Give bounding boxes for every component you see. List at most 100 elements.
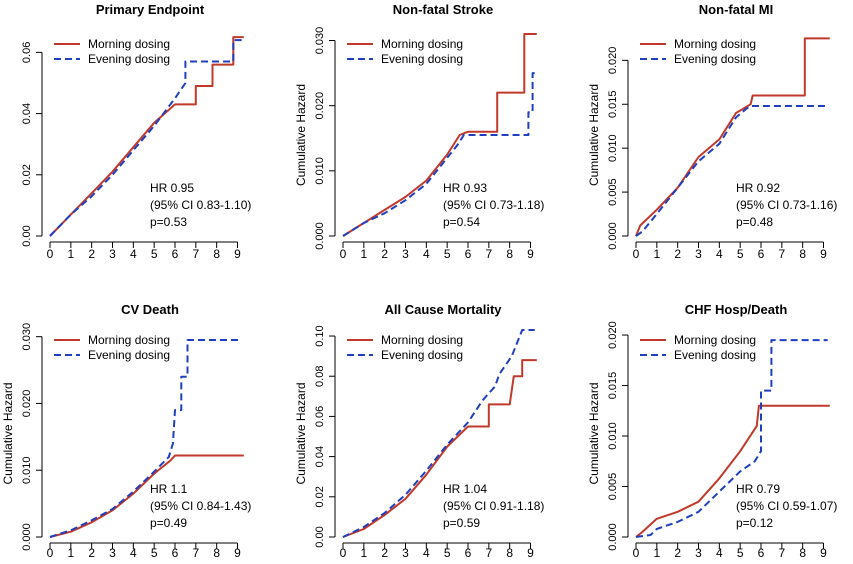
legend-label: Evening dosing xyxy=(674,52,756,66)
chart-title: Non-fatal MI xyxy=(699,2,773,17)
y-tick-label: 0.015 xyxy=(607,90,619,118)
y-tick-label: 0.010 xyxy=(607,134,619,162)
x-tick-label: 6 xyxy=(465,247,472,261)
x-tick-label: 4 xyxy=(130,546,137,560)
y-tick-label: 0.06 xyxy=(21,42,33,63)
y-tick-label: 0.02 xyxy=(21,164,33,185)
chart-title: Non-fatal Stroke xyxy=(393,2,493,17)
x-tick-label: 9 xyxy=(234,546,241,560)
y-tick-label: 0.020 xyxy=(314,92,326,120)
x-tick-label: 8 xyxy=(506,247,513,261)
series-line-evening xyxy=(635,339,828,538)
x-tick-label: 4 xyxy=(130,247,137,261)
y-tick-label: 0.000 xyxy=(607,523,619,551)
legend-label: Morning dosing xyxy=(88,37,170,51)
x-tick-label: 8 xyxy=(506,546,513,560)
series-line-morning xyxy=(342,33,537,237)
x-tick-label: 4 xyxy=(716,247,723,261)
legend-label: Morning dosing xyxy=(88,333,170,347)
stat-annotation: (95% CI 0.83-1.10) xyxy=(150,198,251,212)
x-tick-label: 6 xyxy=(465,546,472,560)
series-line-evening xyxy=(635,105,828,237)
stat-annotation: p=0.48 xyxy=(736,215,773,229)
chart-panel: CV Death 0.000 0.010 0.020 0.030 Cumulative H… xyxy=(1,302,251,560)
stat-annotation: HR 1.04 xyxy=(443,482,487,496)
y-tick-label: 0.020 xyxy=(607,321,619,349)
legend-label: Morning dosing xyxy=(381,37,463,51)
series-line-evening xyxy=(342,72,535,237)
x-tick-label: 7 xyxy=(192,247,199,261)
x-tick-label: 2 xyxy=(674,247,681,261)
y-tick-label: 0.04 xyxy=(21,103,33,124)
x-tick-label: 1 xyxy=(653,247,660,261)
chart-title: CHF Hosp/Death xyxy=(685,302,788,317)
x-tick-label: 5 xyxy=(737,247,744,261)
x-tick-label: 0 xyxy=(633,247,640,261)
series-line-evening xyxy=(49,39,242,237)
y-tick-label: 0.030 xyxy=(21,323,33,351)
y-tick-label: 0.10 xyxy=(314,325,326,346)
x-tick-label: 0 xyxy=(47,546,54,560)
x-tick-label: 3 xyxy=(695,546,702,560)
x-tick-label: 6 xyxy=(758,546,765,560)
y-tick-label: 0.030 xyxy=(314,27,326,55)
stat-annotation: HR 0.79 xyxy=(736,482,780,496)
x-tick-label: 7 xyxy=(485,546,492,560)
x-tick-label: 0 xyxy=(633,546,640,560)
x-tick-label: 1 xyxy=(360,247,367,261)
y-tick-label: 0.005 xyxy=(607,473,619,501)
y-tick-label: 0.000 xyxy=(314,222,326,250)
x-tick-label: 5 xyxy=(444,546,451,560)
chart-panel: All Cause Mortality 0.00 0.02 0.04 0.06 0.08 0… xyxy=(294,302,544,560)
chart-title: All Cause Mortality xyxy=(384,302,502,317)
y-tick-label: 0.020 xyxy=(21,390,33,418)
y-tick-label: 0.04 xyxy=(314,446,326,467)
x-tick-label: 4 xyxy=(423,546,430,560)
y-tick-label: 0.000 xyxy=(21,523,33,551)
y-tick-label: 0.02 xyxy=(314,486,326,507)
y-tick-label: 0.000 xyxy=(607,222,619,250)
x-tick-label: 5 xyxy=(151,546,158,560)
x-tick-label: 2 xyxy=(88,546,95,560)
x-tick-label: 8 xyxy=(799,546,806,560)
x-tick-label: 4 xyxy=(716,546,723,560)
stat-annotation: HR 1.1 xyxy=(150,482,188,496)
x-tick-label: 0 xyxy=(340,247,347,261)
legend-label: Morning dosing xyxy=(674,333,756,347)
y-tick-label: 0.00 xyxy=(21,225,33,246)
stat-annotation: (95% CI 0.73-1.18) xyxy=(443,198,544,212)
x-tick-label: 7 xyxy=(192,546,199,560)
x-tick-label: 4 xyxy=(423,247,430,261)
x-tick-label: 2 xyxy=(381,247,388,261)
x-tick-label: 0 xyxy=(47,247,54,261)
series-line-morning xyxy=(49,454,244,538)
x-tick-label: 3 xyxy=(402,247,409,261)
chart-title: Primary Endpoint xyxy=(96,2,205,17)
y-tick-label: 0.010 xyxy=(607,422,619,450)
x-tick-label: 9 xyxy=(234,247,241,261)
x-tick-label: 7 xyxy=(485,247,492,261)
series-line-evening xyxy=(49,339,242,538)
y-axis-label: Cumulative Hazard xyxy=(587,382,601,484)
x-tick-label: 8 xyxy=(213,546,220,560)
stat-annotation: (95% CI 0.59-1.07) xyxy=(736,499,837,513)
series-line-morning xyxy=(635,37,830,237)
x-tick-label: 9 xyxy=(820,546,827,560)
stat-annotation: (95% CI 0.91-1.18) xyxy=(443,499,544,513)
y-tick-label: 0.005 xyxy=(607,178,619,206)
x-tick-label: 0 xyxy=(340,546,347,560)
y-tick-label: 0.06 xyxy=(314,406,326,427)
x-tick-label: 1 xyxy=(360,546,367,560)
chart-panel: CHF Hosp/Death 0.000 0.005 0.010 0.015 0.020 C… xyxy=(587,302,837,560)
stat-annotation: p=0.53 xyxy=(150,215,187,229)
stat-annotation: p=0.59 xyxy=(443,516,480,530)
x-tick-label: 6 xyxy=(758,247,765,261)
legend-label: Evening dosing xyxy=(88,348,170,362)
x-tick-label: 3 xyxy=(109,247,116,261)
legend-label: Evening dosing xyxy=(381,52,463,66)
y-axis-label: Cumulative Hazard xyxy=(1,382,15,484)
x-tick-label: 6 xyxy=(172,247,179,261)
legend-label: Morning dosing xyxy=(674,37,756,51)
legend-label: Morning dosing xyxy=(381,333,463,347)
